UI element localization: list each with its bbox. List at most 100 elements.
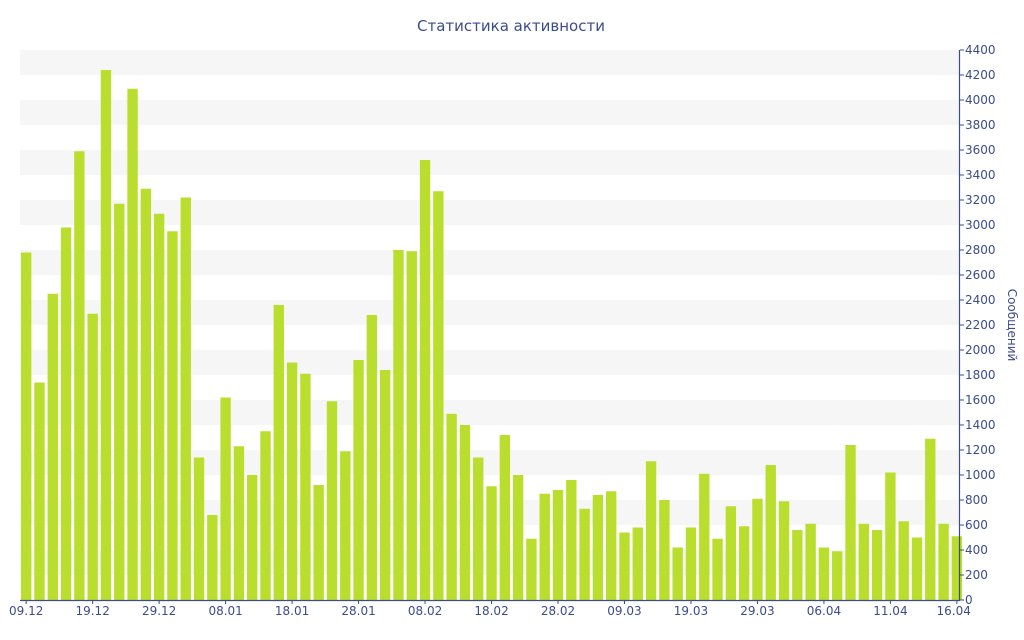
bar [313, 485, 324, 600]
bar [645, 461, 657, 600]
bar [885, 472, 896, 600]
x-tick-label: 06.04 [807, 604, 841, 618]
bar [858, 523, 869, 600]
bar [127, 88, 138, 600]
y-tick-label: 3800 [965, 118, 996, 132]
bar [738, 526, 750, 600]
y-tick-label: 2600 [965, 268, 996, 282]
bar [21, 252, 32, 600]
y-tick-label: 4200 [965, 68, 996, 82]
x-ticks: 09.12 19.12 29.12 08.01 18.01 28.01 08.02 18.02… [9, 600, 971, 618]
bar [233, 446, 245, 600]
bar [925, 438, 936, 600]
y-tick-label: 1400 [965, 418, 996, 432]
y-axis-label: Сообщений [1005, 289, 1019, 362]
bar [792, 530, 803, 600]
y-tick-label: 200 [965, 568, 988, 582]
bar [552, 490, 564, 600]
bar [220, 397, 231, 600]
bar [845, 445, 856, 600]
bar [140, 188, 152, 600]
bar [273, 305, 284, 600]
bar [353, 360, 364, 600]
bar [459, 425, 471, 600]
bar [712, 538, 723, 600]
x-tick-label: 29.03 [740, 604, 774, 618]
bar [433, 191, 444, 600]
chart-title: Статистика активности [417, 17, 605, 35]
grid-band [20, 50, 960, 75]
bar [326, 401, 338, 600]
x-tick-label: 09.12 [9, 604, 43, 618]
bar [685, 527, 697, 600]
bar [114, 203, 125, 600]
bar [180, 197, 191, 600]
x-tick-label: 16.04 [937, 604, 971, 618]
y-tick-label: 400 [965, 543, 988, 557]
bar [938, 523, 949, 600]
bar [619, 532, 630, 600]
x-tick-label: 18.01 [275, 604, 309, 618]
bar [832, 551, 843, 600]
bar [512, 475, 524, 600]
y-tick-label: 600 [965, 518, 988, 532]
grid-band [20, 150, 960, 175]
x-tick-label: 18.02 [474, 604, 508, 618]
bar [566, 480, 577, 600]
bar [366, 315, 378, 600]
bar [34, 382, 45, 600]
bar [752, 498, 763, 600]
bar [951, 536, 963, 600]
bar [260, 431, 271, 600]
y-tick-label: 4400 [965, 43, 996, 57]
bar [247, 475, 258, 600]
bars [21, 70, 963, 600]
bar [446, 413, 457, 600]
bar [153, 213, 165, 600]
bar [340, 451, 351, 600]
bar [300, 373, 311, 600]
bar [406, 251, 417, 600]
bar [725, 506, 737, 600]
y-tick-label: 3600 [965, 143, 996, 157]
x-tick-label: 11.04 [873, 604, 907, 618]
bar [486, 486, 497, 600]
bar [579, 508, 590, 600]
y-tick-label: 2000 [965, 343, 996, 357]
bar [765, 465, 776, 600]
x-tick-label: 19.03 [674, 604, 708, 618]
x-tick-label: 08.01 [208, 604, 242, 618]
x-tick-label: 09.03 [607, 604, 641, 618]
bar [606, 491, 617, 600]
bar [499, 435, 511, 600]
bar [526, 538, 537, 600]
y-tick-label: 1600 [965, 393, 996, 407]
bar [393, 250, 404, 600]
bar [818, 547, 830, 600]
y-tick-label: 3400 [965, 168, 996, 182]
y-tick-label: 2800 [965, 243, 996, 257]
bar [419, 160, 431, 600]
y-tick-label: 1200 [965, 443, 996, 457]
bar [167, 231, 178, 600]
x-tick-label: 19.12 [75, 604, 109, 618]
bar [87, 313, 98, 600]
bar [659, 500, 670, 600]
bar [898, 521, 909, 600]
x-tick-label: 08.02 [408, 604, 442, 618]
y-ticks: 0 200 400 600 800 1000 1200 1400 1600 1800 2000 220… [960, 43, 996, 607]
y-tick-label: 3000 [965, 218, 996, 232]
y-tick-label: 2400 [965, 293, 996, 307]
bar [778, 501, 790, 600]
bar [539, 493, 550, 600]
bar [60, 227, 72, 600]
y-tick-label: 0 [965, 593, 973, 607]
bar [379, 370, 391, 600]
bar [871, 530, 883, 600]
x-tick-label: 28.01 [341, 604, 375, 618]
y-tick-label: 1000 [965, 468, 996, 482]
x-tick-label: 28.02 [541, 604, 575, 618]
bar [100, 70, 112, 600]
bar [672, 547, 683, 600]
y-tick-label: 3200 [965, 193, 996, 207]
